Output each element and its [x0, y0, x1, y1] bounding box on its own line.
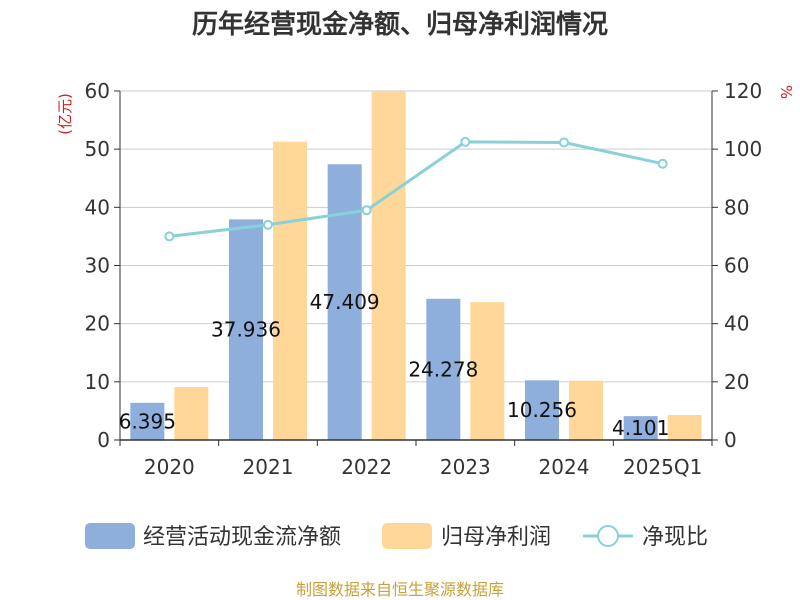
- line-point: [361, 205, 372, 216]
- line-net-cash-ratio: [169, 140, 663, 238]
- line-point: [164, 231, 175, 242]
- data-label: 24.278: [408, 357, 478, 381]
- bar-cash-flow: [130, 402, 165, 440]
- y-tick-label-right: 40: [724, 312, 749, 336]
- x-tick-label: 2020: [144, 455, 195, 479]
- y-tick-label-right: 60: [724, 254, 749, 278]
- data-label: 6.395: [119, 409, 176, 433]
- y-tick-label-left: 0: [97, 428, 110, 452]
- y-tick-label-right: 0: [724, 428, 737, 452]
- y-tick-label-right: 80: [724, 195, 749, 219]
- legend-swatch-cash-flow: [85, 523, 135, 549]
- legend-swatch-net-profit: [382, 523, 432, 549]
- data-label: 4.101: [612, 416, 669, 440]
- y-tick-label-left: 50: [85, 137, 110, 161]
- line-point: [559, 137, 569, 148]
- x-tick-label: 2023: [440, 455, 491, 479]
- legend-label-cash-flow: 经营活动现金流净额: [143, 525, 341, 550]
- y-axis-unit-right: %: [777, 85, 795, 99]
- x-tick-label: 2024: [539, 455, 590, 479]
- bar-net-profit: [667, 414, 702, 440]
- bar-net-profit: [470, 302, 505, 440]
- x-tick-label: 2022: [341, 455, 392, 479]
- bar-cash-flow: [525, 380, 559, 440]
- chart-title: 历年经营现金净额、归母净利润情况: [192, 9, 608, 40]
- bar-net-profit: [273, 141, 307, 441]
- bar-net-profit: [174, 387, 209, 440]
- line-point: [263, 219, 273, 230]
- source-note: 制图数据来自恒生聚源数据库: [296, 580, 504, 599]
- data-label: 37.936: [211, 318, 281, 342]
- y-axis-unit-left: (亿元): [56, 93, 74, 135]
- legend-label-net-cash-ratio: 净现比: [642, 525, 708, 550]
- line-point: [657, 158, 668, 169]
- bar-net-profit: [569, 380, 603, 440]
- y-tick-label-left: 10: [85, 370, 110, 394]
- legend-label-net-profit: 归母净利润: [441, 525, 551, 550]
- line-point: [460, 136, 471, 147]
- y-tick-label-left: 60: [85, 79, 110, 103]
- bar-cash-flow: [426, 298, 461, 440]
- y-tick-label-right: 120: [724, 79, 762, 103]
- y-tick-label-left: 20: [85, 312, 110, 336]
- y-tick-label-left: 30: [85, 254, 110, 278]
- x-tick-label: 2025Q1: [623, 455, 702, 479]
- bar-cash-flow: [229, 219, 263, 440]
- y-tick-label-right: 20: [724, 370, 749, 394]
- legend-swatch-marker: [597, 525, 619, 547]
- x-tick-label: 2021: [243, 455, 294, 479]
- data-label: 47.409: [310, 290, 380, 314]
- bar-net-profit: [371, 91, 406, 440]
- data-label: 10.256: [507, 398, 577, 422]
- bar-cash-flow: [327, 164, 362, 440]
- y-tick-label-right: 100: [724, 137, 762, 161]
- bar-cash-flow: [623, 416, 658, 440]
- y-tick-label-left: 40: [85, 195, 110, 219]
